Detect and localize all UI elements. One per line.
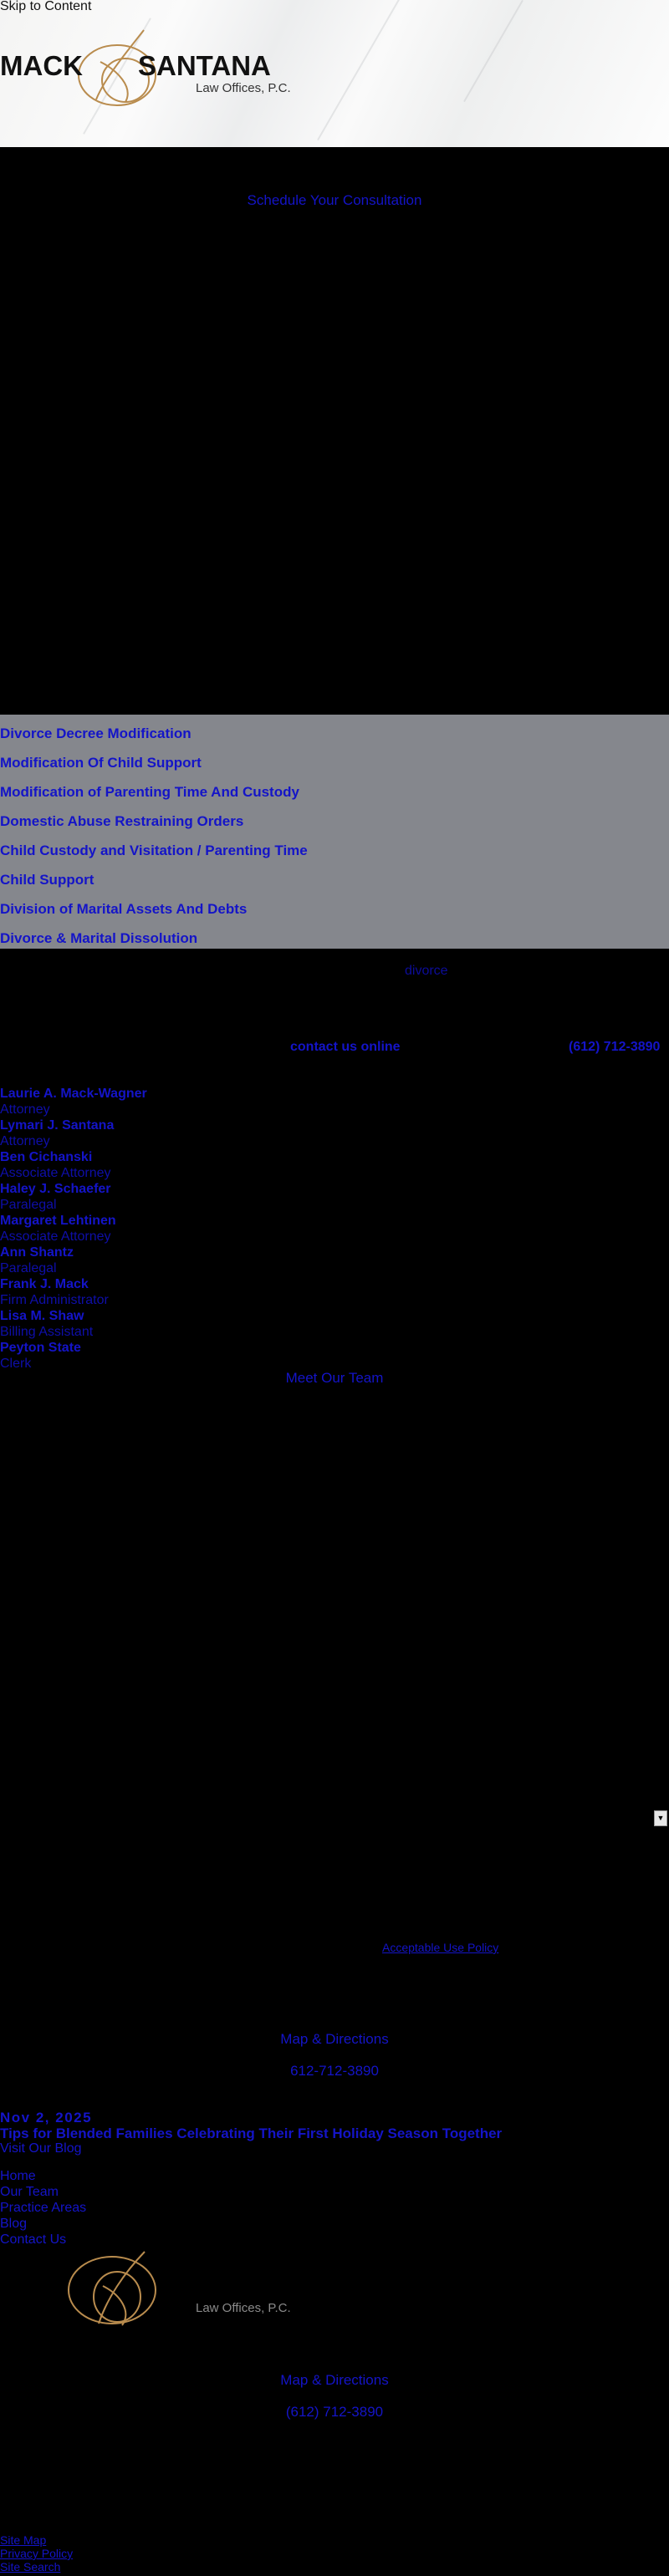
practice-area-link[interactable]: Child Custody and Visitation / Parenting… (0, 843, 308, 858)
marble-vein (317, 0, 402, 141)
location-phone-link[interactable]: 612-712-3890 (290, 2063, 379, 2079)
meet-our-team-link[interactable]: Meet Our Team (285, 1370, 384, 1386)
logo-ampersand-icon: MACK SANTANA Law Offices, P.C. (0, 29, 291, 106)
team-member-title: Firm Administrator (0, 1293, 109, 1307)
practice-area-link[interactable]: Modification of Parenting Time And Custo… (0, 784, 299, 800)
schedule-consultation-link[interactable]: Schedule Your Consultation (247, 192, 422, 208)
team-member-title: Attorney (0, 1134, 50, 1148)
dropdown-toggle[interactable]: ▼ (654, 1810, 667, 1826)
team-member-title: Billing Assistant (0, 1325, 94, 1339)
practice-areas-section (0, 715, 669, 949)
site-logo[interactable]: MACK SANTANA Law Offices, P.C. (0, 28, 293, 107)
acceptable-use-policy-link[interactable]: Acceptable Use Policy (382, 1941, 499, 1954)
footer-tagline: Law Offices, P.C. (196, 2301, 291, 2315)
triangle-down-icon: ▼ (656, 1814, 665, 1822)
team-member-title: Paralegal (0, 1198, 57, 1212)
marble-vein (463, 0, 523, 103)
skip-to-content-link[interactable]: Skip to Content (0, 0, 92, 13)
footer-nav-link[interactable]: Practice Areas (0, 2201, 87, 2215)
practice-area-link[interactable]: Division of Marital Assets And Debts (0, 901, 248, 917)
team-member-name[interactable]: Frank J. Mack (0, 1277, 89, 1291)
footer-nav-link[interactable]: Home (0, 2169, 36, 2183)
team-member-title: Paralegal (0, 1261, 57, 1275)
contact-online-link[interactable]: contact us online (290, 1040, 401, 1054)
team-member-title: Associate Attorney (0, 1166, 111, 1180)
team-member-title: Associate Attorney (0, 1229, 111, 1244)
divorce-link[interactable]: divorce (405, 964, 448, 978)
team-member-name[interactable]: Haley J. Schaefer (0, 1182, 111, 1196)
logo-tagline: Law Offices, P.C. (196, 81, 291, 95)
map-directions-link[interactable]: Map & Directions (280, 2031, 389, 2047)
team-member-name[interactable]: Ben Cichanski (0, 1150, 93, 1164)
team-member-name[interactable]: Peyton State (0, 1341, 81, 1355)
footer-ampersand-icon (68, 2251, 156, 2326)
blog-post-title-link[interactable]: Tips for Blended Families Celebrating Th… (0, 2125, 503, 2141)
footer-map-link[interactable]: Map & Directions (280, 2372, 389, 2388)
practice-area-link[interactable]: Modification Of Child Support (0, 755, 202, 771)
legal-link[interactable]: Privacy Policy (0, 2547, 74, 2560)
logo-mack: MACK (0, 50, 83, 81)
team-member-name[interactable]: Margaret Lehtinen (0, 1214, 116, 1228)
footer-nav-link[interactable]: Blog (0, 2217, 28, 2231)
team-member-name[interactable]: Ann Shantz (0, 1245, 74, 1260)
footer-nav-link[interactable]: Contact Us (0, 2232, 67, 2247)
footer-logo[interactable] (65, 2248, 166, 2329)
team-member-name[interactable]: Laurie A. Mack-Wagner (0, 1087, 147, 1101)
practice-area-link[interactable]: Domestic Abuse Restraining Orders (0, 813, 244, 829)
legal-link[interactable]: Site Search (0, 2560, 61, 2573)
team-member-name[interactable]: Lisa M. Shaw (0, 1309, 84, 1323)
visit-blog-link[interactable]: Visit Our Blog (0, 2141, 82, 2156)
practice-area-link[interactable]: Child Support (0, 872, 94, 888)
phone-link[interactable]: (612) 712-3890 (569, 1040, 661, 1054)
legal-link[interactable]: Site Map (0, 2533, 47, 2547)
logo-santana: SANTANA (138, 50, 271, 81)
team-member-name[interactable]: Lymari J. Santana (0, 1118, 115, 1133)
practice-area-link[interactable]: Divorce Decree Modification (0, 725, 192, 741)
footer-nav-link[interactable]: Our Team (0, 2185, 59, 2199)
practice-area-link[interactable]: Divorce & Marital Dissolution (0, 930, 198, 946)
team-member-title: Clerk (0, 1357, 32, 1371)
team-member-title: Attorney (0, 1102, 50, 1117)
blog-date: Nov 2, 2025 (0, 2110, 93, 2125)
footer-phone-link[interactable]: (612) 712-3890 (285, 2404, 384, 2420)
